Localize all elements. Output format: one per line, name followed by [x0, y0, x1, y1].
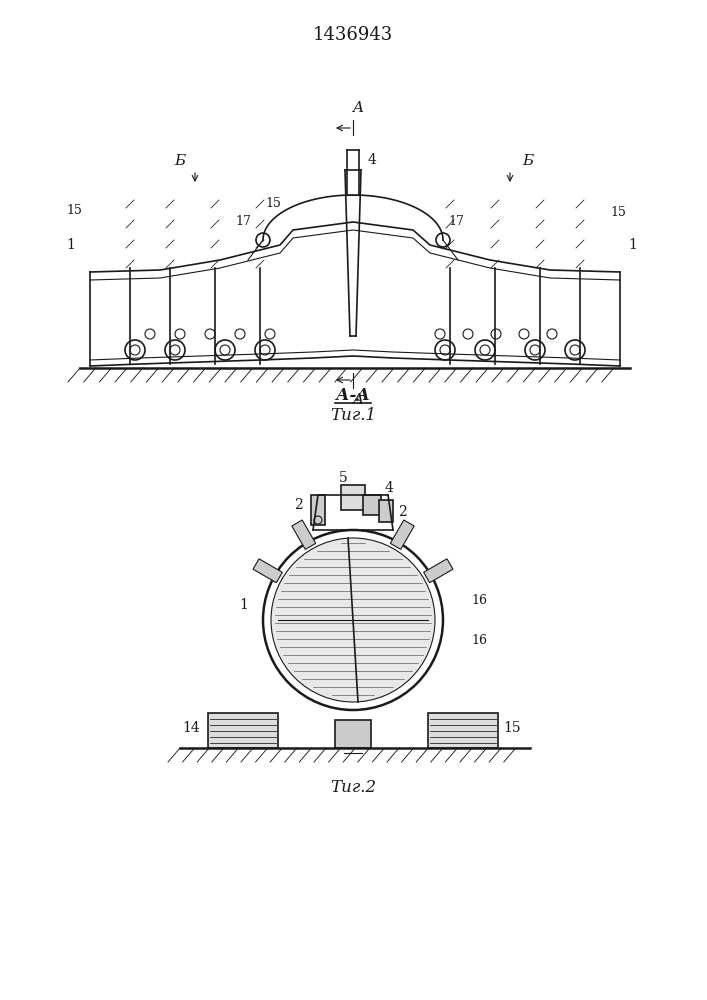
- Text: 1: 1: [66, 238, 75, 252]
- Bar: [335, 720, 371, 748]
- Text: 15: 15: [265, 197, 281, 210]
- Text: 17: 17: [448, 215, 464, 228]
- Text: 2: 2: [398, 505, 407, 519]
- Text: 16: 16: [471, 634, 487, 647]
- Text: 16: 16: [471, 593, 487, 606]
- Bar: [208, 713, 278, 748]
- Text: Τиг.1: Τиг.1: [330, 408, 376, 424]
- Polygon shape: [292, 520, 316, 549]
- Text: Б: Б: [174, 154, 185, 168]
- Text: 4: 4: [385, 481, 394, 495]
- Bar: [363, 495, 381, 515]
- Text: 14: 14: [182, 721, 200, 735]
- Text: 1: 1: [239, 598, 248, 612]
- Text: A: A: [353, 393, 363, 407]
- Polygon shape: [390, 520, 414, 549]
- Text: 15: 15: [66, 204, 82, 217]
- Bar: [428, 713, 498, 748]
- Text: А-А: А-А: [336, 386, 370, 403]
- Text: 1436943: 1436943: [313, 26, 393, 44]
- Polygon shape: [253, 559, 282, 583]
- Polygon shape: [423, 559, 453, 583]
- Bar: [311, 495, 325, 525]
- Text: Τиг.2: Τиг.2: [330, 780, 376, 796]
- Text: Б: Б: [522, 154, 533, 168]
- Text: 2: 2: [294, 498, 303, 512]
- Text: 17: 17: [235, 215, 251, 228]
- Text: A: A: [353, 101, 363, 115]
- Bar: [341, 485, 365, 510]
- Text: 1: 1: [628, 238, 637, 252]
- Bar: [379, 500, 393, 522]
- Circle shape: [271, 538, 435, 702]
- Text: 15: 15: [503, 721, 520, 735]
- Text: 15: 15: [610, 206, 626, 219]
- Text: 5: 5: [339, 471, 348, 485]
- Text: 4: 4: [368, 153, 377, 167]
